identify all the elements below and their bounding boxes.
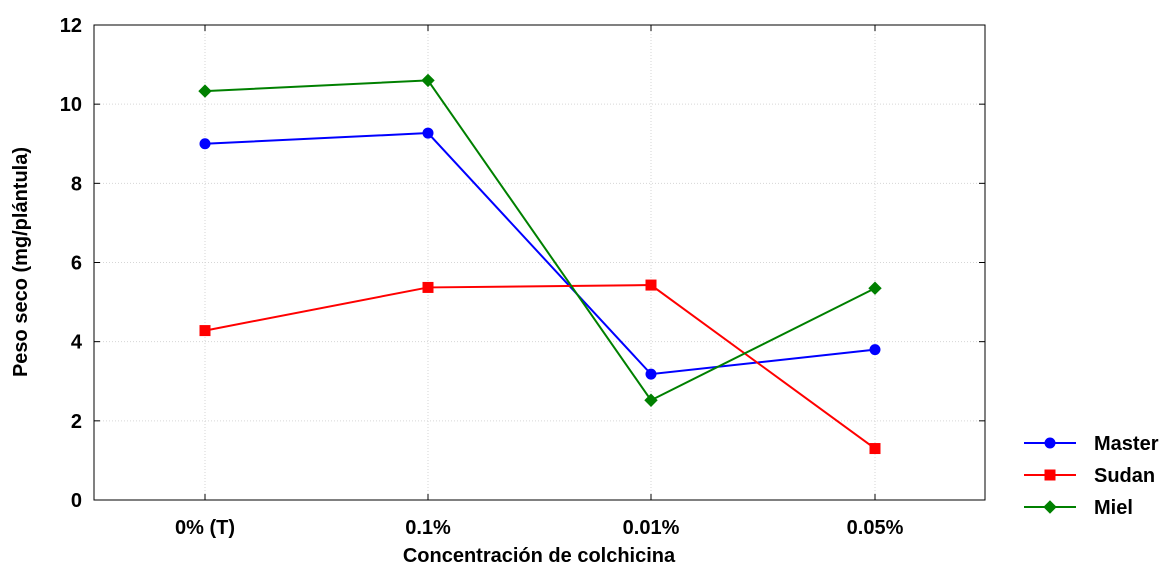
data-point-sudan — [645, 279, 657, 291]
x-axis: 0% (T) 0.1% 0.01% 0.05% — [175, 25, 904, 539]
legend-marker-master — [1044, 437, 1056, 449]
series-sudan — [199, 279, 881, 455]
data-point-master — [869, 344, 881, 356]
legend-entry-miel: Miel — [1024, 497, 1133, 519]
x-tick-label: 0.1% — [405, 517, 451, 539]
series-line-master — [204, 132, 876, 376]
data-point-miel — [421, 73, 435, 88]
series-lines — [198, 73, 882, 455]
x-axis-label: Concentración de colchicina — [403, 545, 676, 567]
series-line-sudan — [204, 284, 876, 450]
x-tick-label: 0.01% — [623, 517, 680, 539]
x-tick-label: 0% (T) — [175, 517, 235, 539]
y-tick-label: 12 — [60, 15, 82, 37]
legend-entry-master: Master — [1024, 433, 1159, 455]
gridlines — [94, 25, 985, 500]
legend-label-miel: Miel — [1094, 497, 1133, 519]
data-point-miel — [198, 84, 212, 98]
y-tick-label: 0 — [71, 490, 82, 512]
legend-label-sudan: Sudan — [1094, 465, 1155, 487]
series-line-miel — [204, 79, 876, 402]
legend-marker-miel — [1043, 500, 1057, 514]
legend-marker-sudan — [1044, 469, 1056, 481]
y-axis: 0 2 4 6 8 10 12 — [60, 15, 985, 512]
data-point-sudan — [869, 443, 881, 455]
data-point-master — [422, 127, 434, 139]
legend-entry-sudan: Sudan — [1024, 465, 1155, 487]
data-point-sudan — [422, 281, 434, 293]
data-point-miel — [868, 281, 882, 295]
y-tick-label: 6 — [71, 253, 82, 275]
data-point-master — [645, 368, 657, 380]
x-tick-label: 0.05% — [847, 517, 904, 539]
data-point-miel — [644, 393, 658, 407]
legend: Master Sudan Miel — [1024, 433, 1159, 519]
series-master — [199, 127, 881, 380]
y-tick-label: 2 — [71, 411, 82, 433]
plot-frame — [93, 24, 986, 501]
y-tick-label: 4 — [71, 332, 83, 354]
y-tick-label: 10 — [60, 94, 82, 116]
y-axis-label: Peso seco (mg/plántula) — [10, 147, 32, 377]
data-point-sudan — [199, 325, 211, 337]
data-point-master — [199, 138, 211, 150]
series-miel — [198, 73, 882, 407]
legend-label-master: Master — [1094, 433, 1159, 455]
y-tick-label: 8 — [71, 173, 82, 195]
